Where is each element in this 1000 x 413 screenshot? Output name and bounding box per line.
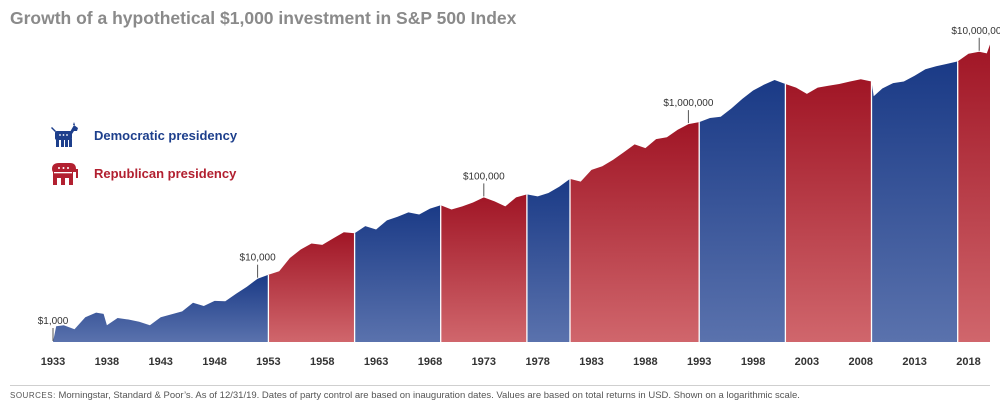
annotation-label: $100,000: [463, 171, 505, 182]
x-tick-label: 1953: [256, 356, 280, 368]
elephant-icon: [52, 163, 78, 185]
x-tick-label: 2018: [956, 356, 980, 368]
period-separators: [267, 61, 959, 342]
legend-republican: Republican presidency: [50, 160, 236, 186]
footer-divider: [10, 385, 990, 386]
x-tick-label: 1958: [310, 356, 334, 368]
x-tick-label: 1983: [579, 356, 603, 368]
legend-democratic: Democratic presidency: [50, 122, 237, 148]
area-periods: [53, 44, 990, 343]
x-tick-label: 2008: [849, 356, 873, 368]
x-tick-label: 1988: [633, 356, 657, 368]
x-tick-label: 1943: [148, 356, 172, 368]
annotation-label: $1,000: [38, 316, 69, 327]
area-republican-2001-2009: [785, 79, 872, 342]
area-democratic-1961-1969: [354, 205, 441, 342]
area-democratic-2009-2017: [871, 61, 958, 343]
sources-note: Sources: Morningstar, Standard & Poor’s.…: [10, 390, 800, 401]
legend-democratic-label: Democratic presidency: [94, 127, 238, 143]
x-tick-label: 1973: [472, 356, 496, 368]
area-republican-1953-1961: [268, 232, 355, 342]
legend-republican-label: Republican presidency: [94, 165, 237, 181]
x-tick-label: 1978: [525, 356, 549, 368]
annotation-label: $1,000,000: [663, 98, 713, 109]
x-tick-label: 1998: [741, 356, 765, 368]
donkey-icon: [51, 122, 78, 147]
area-republican-2017-2020: [957, 44, 990, 342]
x-tick-label: 2003: [795, 356, 819, 368]
x-tick-label: 1948: [202, 356, 226, 368]
area-democratic-1977-1981: [526, 178, 570, 342]
x-axis-ticks: 1933 1938 1943 1948 1953 1958 1963 1968 1973 1978…: [41, 356, 981, 368]
sources-text: Morningstar, Standard & Poor’s. As of 12…: [58, 390, 800, 401]
x-tick-label: 1938: [95, 356, 119, 368]
area-republican-1981-1993: [570, 122, 700, 342]
area-republican-1969-1977: [440, 194, 527, 342]
x-tick-label: 1993: [687, 356, 711, 368]
area-democratic-1933-1953: [53, 274, 269, 342]
chart-canvas: $1,000 $10,000 $100,000 $1,000,000 $10,000,0…: [38, 26, 1000, 368]
value-annotations: $1,000 $10,000 $100,000 $1,000,000 $10,000,0…: [38, 26, 1000, 341]
area-democratic-1993-2001: [699, 80, 786, 342]
x-tick-label: 1968: [418, 356, 442, 368]
annotation-label: $10,000,000: [951, 26, 1000, 37]
sources-lead: Sources:: [10, 391, 56, 400]
x-tick-label: 2013: [902, 356, 926, 368]
x-tick-label: 1963: [364, 356, 388, 368]
x-tick-label: 1933: [41, 356, 65, 368]
annotation-label: $10,000: [240, 253, 277, 264]
chart-title: Growth of a hypothetical $1,000 investme…: [10, 8, 517, 28]
